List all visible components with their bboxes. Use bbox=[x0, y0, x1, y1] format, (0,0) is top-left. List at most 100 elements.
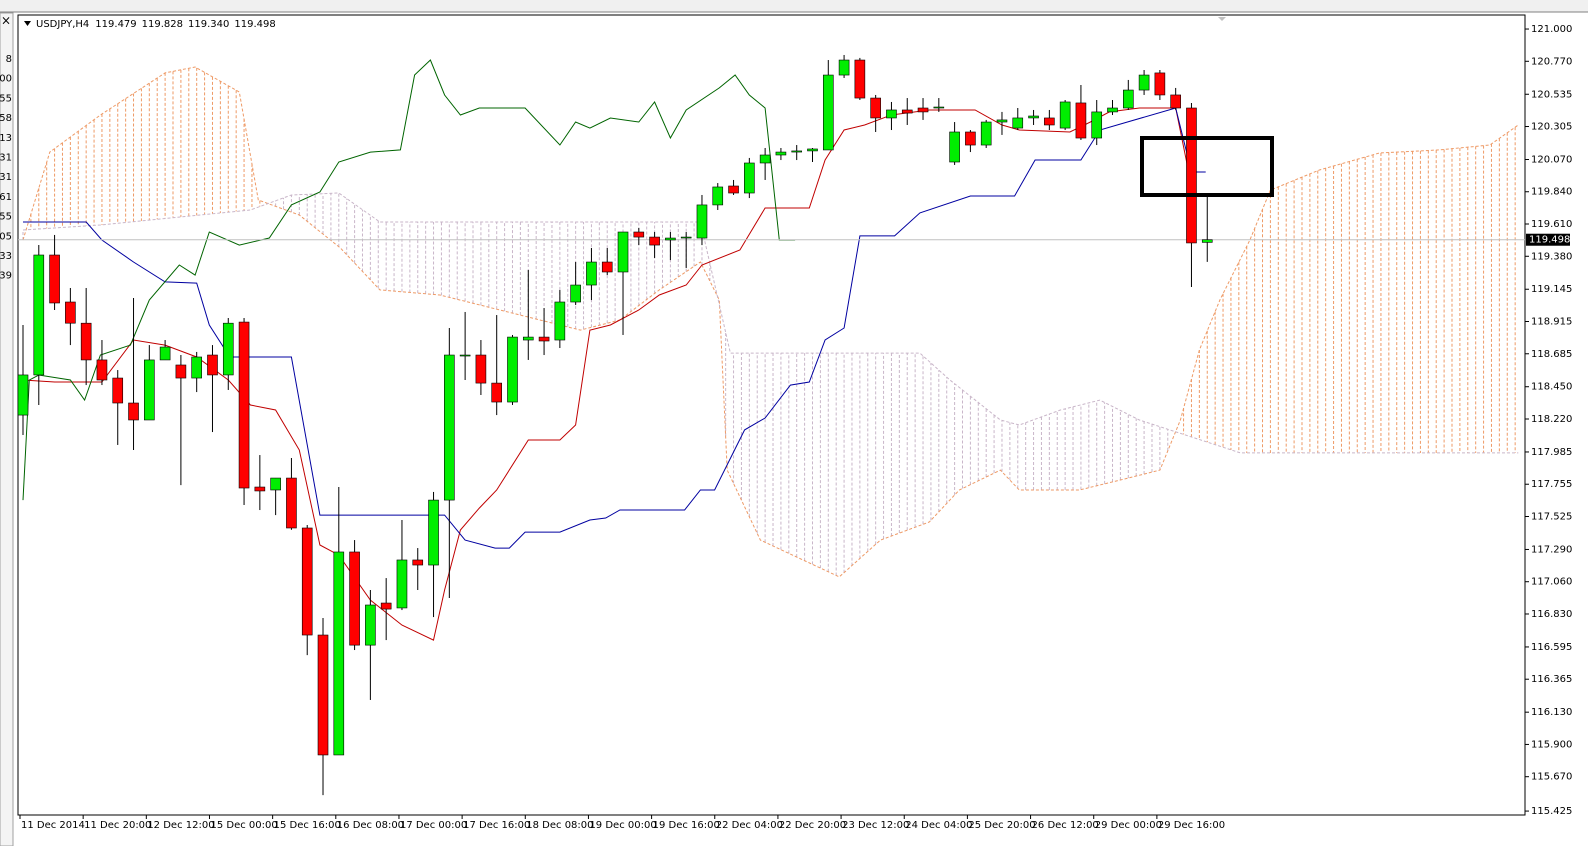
candle-body bbox=[365, 604, 376, 646]
side-panel-item: 58 bbox=[0, 113, 12, 124]
x-tick-label: 11 Dec 2014 bbox=[21, 820, 85, 831]
candle-body bbox=[333, 551, 345, 756]
y-tick-label: 120.770 bbox=[1531, 56, 1572, 67]
x-tick-label: 26 Dec 12:00 bbox=[1032, 820, 1099, 831]
candle-body bbox=[617, 231, 629, 273]
candle-body bbox=[459, 354, 471, 357]
cloud-span bbox=[22, 192, 1519, 454]
annotation-box bbox=[1140, 136, 1274, 197]
x-tick-label: 19 Dec 00:00 bbox=[589, 820, 656, 831]
y-tick-label: 116.365 bbox=[1531, 674, 1572, 685]
candle-body bbox=[696, 204, 708, 239]
candle-body bbox=[949, 131, 960, 163]
candle-body bbox=[917, 107, 929, 113]
candle-body bbox=[17, 374, 29, 416]
side-panel-item: 55 bbox=[0, 93, 12, 104]
candle-body bbox=[1170, 94, 1181, 109]
window-top bbox=[0, 0, 1588, 12]
x-tick-label: 23 Dec 12:00 bbox=[842, 820, 909, 831]
candle-body bbox=[412, 559, 424, 566]
header-close: 119.498 bbox=[234, 19, 275, 30]
y-tick-label: 117.525 bbox=[1531, 511, 1572, 522]
candle-body bbox=[270, 477, 281, 491]
candle-body bbox=[380, 602, 392, 610]
candle-body bbox=[1091, 111, 1103, 139]
candle-body bbox=[1138, 74, 1150, 91]
candle-body bbox=[570, 284, 581, 303]
side-panel-item: 39 bbox=[0, 271, 12, 282]
candle-body bbox=[1154, 72, 1166, 96]
candle-body bbox=[159, 346, 171, 361]
x-tick-label: 17 Dec 00:00 bbox=[400, 820, 467, 831]
y-tick-label: 118.915 bbox=[1531, 317, 1572, 328]
x-tick-label: 24 Dec 04:00 bbox=[905, 820, 972, 831]
y-tick-label: 117.755 bbox=[1531, 479, 1572, 490]
candle-body bbox=[996, 119, 1008, 123]
side-panel-close[interactable]: × bbox=[1, 14, 11, 28]
side-panel-item: 8 bbox=[6, 54, 12, 65]
x-tick-label: 25 Dec 20:00 bbox=[968, 820, 1035, 831]
candle-body bbox=[286, 477, 297, 529]
header: USDJPY,H4 119.479 119.828 119.340 119.498 bbox=[36, 19, 276, 30]
candle-body bbox=[254, 486, 266, 492]
candle-body bbox=[712, 186, 724, 206]
candle-body bbox=[522, 336, 534, 341]
header-arrow[interactable] bbox=[24, 21, 31, 26]
y-tick-label: 115.670 bbox=[1531, 772, 1572, 783]
candle-body bbox=[1186, 107, 1197, 244]
candle-body bbox=[1123, 89, 1134, 109]
price-label: 119.498 bbox=[1529, 235, 1570, 246]
y-tick-label: 120.070 bbox=[1531, 154, 1572, 165]
side-panel-item: 00 bbox=[0, 74, 12, 85]
y-tick-label: 117.060 bbox=[1531, 577, 1572, 588]
candle-body bbox=[49, 254, 60, 304]
candle-body bbox=[538, 336, 550, 342]
candle-body bbox=[96, 359, 108, 381]
candle-body bbox=[349, 551, 360, 646]
candle-body bbox=[112, 377, 124, 404]
candle-body bbox=[838, 59, 850, 76]
candle-body bbox=[807, 148, 818, 152]
x-tick-label: 29 Dec 16:00 bbox=[1158, 820, 1225, 831]
candle-body bbox=[665, 237, 676, 241]
side-panel-item: 31 bbox=[0, 153, 12, 164]
candle-body bbox=[775, 151, 787, 156]
x-tick-label: 29 Dec 00:00 bbox=[1095, 820, 1162, 831]
x-tick-label: 16 Dec 08:00 bbox=[337, 820, 404, 831]
candle-body bbox=[444, 354, 455, 501]
candle-body bbox=[822, 74, 834, 151]
candle-body bbox=[1059, 101, 1071, 129]
x-tick-label: 19 Dec 16:00 bbox=[653, 820, 720, 831]
y-tick-label: 118.220 bbox=[1531, 414, 1572, 425]
candle-body bbox=[1012, 117, 1024, 129]
x-tick-label: 22 Dec 20:00 bbox=[779, 820, 846, 831]
candle-body bbox=[207, 354, 218, 376]
candle-body bbox=[301, 527, 313, 636]
candle-body bbox=[144, 359, 155, 421]
candle-body bbox=[175, 364, 187, 379]
y-tick-label: 117.985 bbox=[1531, 447, 1572, 458]
header-open: 119.479 bbox=[95, 19, 136, 30]
y-tick-label: 116.595 bbox=[1531, 642, 1572, 653]
candle-body bbox=[980, 121, 992, 146]
y-tick-label: 115.425 bbox=[1531, 806, 1572, 817]
candle-body bbox=[222, 322, 234, 376]
candle-body bbox=[33, 254, 45, 376]
candle-body bbox=[1201, 239, 1213, 243]
y-tick-label: 118.450 bbox=[1531, 382, 1572, 393]
y-tick-label: 119.840 bbox=[1531, 187, 1572, 198]
candle-body bbox=[65, 301, 76, 324]
x-tick-label: 22 Dec 04:00 bbox=[716, 820, 783, 831]
y-tick-label: 117.290 bbox=[1531, 544, 1572, 555]
side-panel-item: 33 bbox=[0, 251, 12, 262]
x-tick-label: 12 Dec 12:00 bbox=[147, 820, 214, 831]
indicator-line bbox=[22, 107, 1191, 641]
candle-body bbox=[507, 336, 518, 403]
y-tick-label: 116.830 bbox=[1531, 609, 1572, 620]
side-panel-item: 61 bbox=[0, 192, 12, 203]
candle-body bbox=[1044, 117, 1055, 126]
shift-marker bbox=[1218, 17, 1226, 21]
x-tick-label: 15 Dec 00:00 bbox=[210, 820, 277, 831]
